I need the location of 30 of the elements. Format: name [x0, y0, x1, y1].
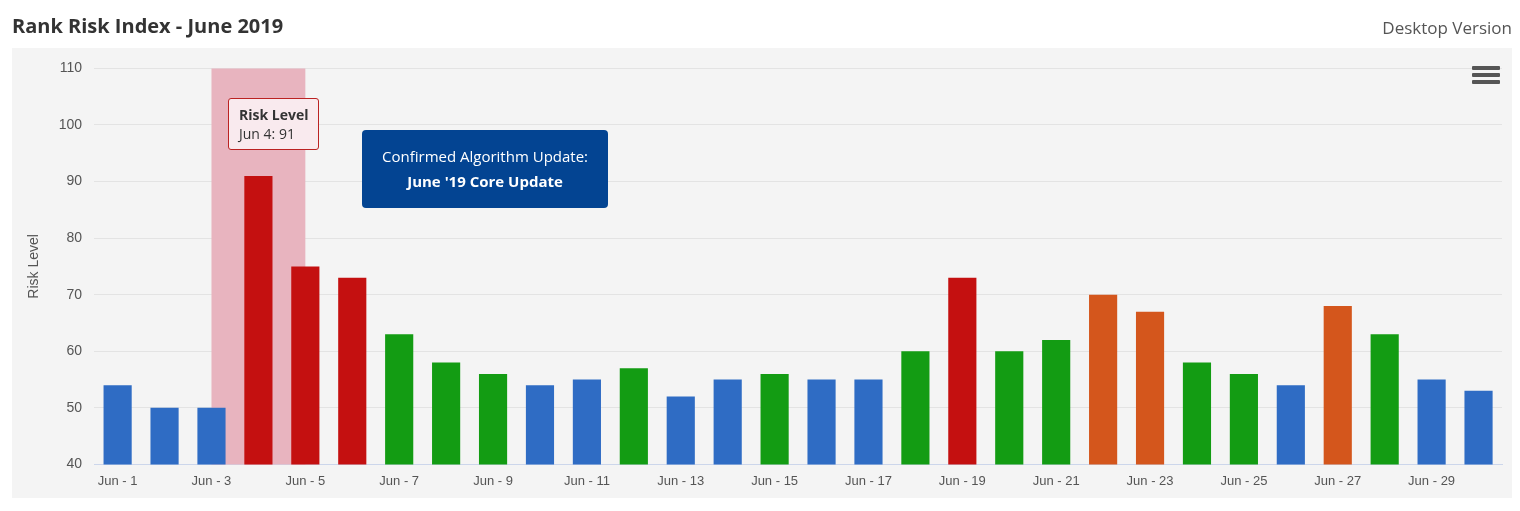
y-tick-label: 110 — [59, 59, 83, 76]
x-tick-label: Jun - 27 — [1314, 472, 1362, 488]
x-tick-label: Jun - 1 — [97, 472, 138, 488]
y-tick-label: 100 — [58, 115, 83, 132]
chart-subtitle: Desktop Version — [1382, 16, 1512, 39]
x-tick-label: Jun - 13 — [657, 472, 705, 488]
x-tick-label: Jun - 5 — [285, 472, 326, 488]
x-tick-label: Jun - 3 — [191, 472, 232, 488]
annotation: Confirmed Algorithm Update: — [382, 146, 589, 166]
x-tick-label: Jun - 7 — [379, 472, 420, 488]
x-tick-label: Jun - 9 — [473, 472, 513, 488]
chart-title: Rank Risk Index - June 2019 — [12, 12, 284, 39]
x-tick-label: Jun - 23 — [1126, 472, 1174, 488]
x-tick-label: Jun - 29 — [1408, 472, 1456, 488]
annotation: Jun 4: 91 — [239, 124, 295, 143]
x-tick-label: Jun - 25 — [1220, 472, 1268, 488]
y-tick-label: 50 — [66, 398, 83, 415]
y-tick-label: 40 — [66, 455, 83, 472]
y-tick-label: 80 — [66, 228, 83, 245]
x-tick-label: Jun - 19 — [938, 472, 986, 488]
x-tick-label: Jun - 21 — [1032, 472, 1080, 488]
y-tick-label: 70 — [66, 285, 83, 302]
x-tick-label: Jun - 15 — [751, 472, 799, 488]
y-tick-label: 60 — [66, 342, 83, 359]
annotation: Risk Level — [239, 105, 309, 124]
x-tick-label: Jun - 17 — [844, 472, 892, 488]
y-axis-title: Risk Level — [25, 234, 42, 299]
annotation: June '19 Core Update — [407, 171, 563, 191]
x-tick-label: Jun - 11 — [563, 472, 610, 488]
y-tick-label: 90 — [66, 172, 83, 189]
